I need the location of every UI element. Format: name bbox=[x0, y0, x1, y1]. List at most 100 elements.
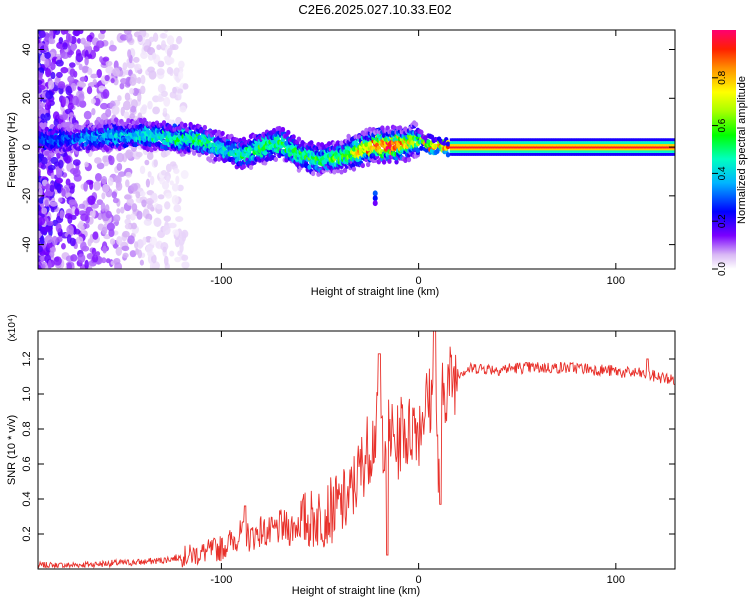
ridge-cell bbox=[360, 162, 366, 169]
ridge-cell bbox=[478, 150, 482, 153]
y-tick-label: 0.4 bbox=[21, 491, 33, 506]
ridge-cell bbox=[671, 138, 675, 142]
speckle-cell bbox=[135, 151, 143, 158]
speckle-cell bbox=[175, 36, 182, 45]
ridge-cell bbox=[600, 152, 604, 156]
ridge-cell bbox=[497, 147, 502, 151]
ridge-cell bbox=[540, 152, 544, 156]
ridge-cell bbox=[462, 141, 466, 145]
ridge-cell bbox=[515, 147, 519, 151]
ridge-cell bbox=[526, 152, 530, 156]
speckle-cell bbox=[125, 171, 132, 178]
speckle-cell bbox=[66, 225, 74, 235]
speckle-cell bbox=[166, 35, 175, 46]
ridge-cell bbox=[588, 152, 592, 156]
y-tick-label: 0.6 bbox=[21, 456, 33, 471]
speckle-cell bbox=[109, 238, 116, 245]
ridge-cell bbox=[558, 147, 562, 151]
ridge-cell bbox=[538, 147, 542, 151]
ridge-cell bbox=[659, 150, 663, 153]
speckle-cell bbox=[95, 251, 101, 257]
ridge-cell bbox=[559, 138, 564, 142]
speckle-cell bbox=[162, 107, 168, 114]
ridge-cell bbox=[597, 152, 601, 156]
ridge-cell bbox=[614, 138, 619, 142]
ridge-cell bbox=[462, 143, 466, 147]
ridge-cell bbox=[547, 138, 551, 142]
speckle-cell bbox=[166, 47, 173, 56]
speckle-cell bbox=[44, 199, 49, 207]
ridge-cell bbox=[481, 143, 486, 147]
ridge-cell bbox=[652, 145, 656, 149]
speckle-cell bbox=[115, 181, 123, 192]
ridge-cell bbox=[495, 150, 500, 153]
ridge-cell bbox=[595, 147, 599, 151]
ridge-cell bbox=[501, 147, 505, 151]
ridge-cell bbox=[579, 147, 583, 151]
ridge-cell bbox=[462, 150, 466, 153]
ridge-cell bbox=[570, 143, 574, 147]
ridge-cell bbox=[456, 147, 461, 151]
ridge-cell bbox=[637, 143, 642, 147]
speckle-cell bbox=[147, 251, 155, 257]
ridge-cell bbox=[463, 150, 468, 153]
ridge-cell bbox=[618, 141, 622, 145]
ridge-cell bbox=[513, 143, 517, 147]
ridge-cell bbox=[598, 141, 603, 145]
ridge-cell bbox=[556, 138, 560, 142]
speckle-cell bbox=[165, 192, 172, 199]
speckle-cell bbox=[181, 261, 190, 269]
speckle-cell bbox=[102, 155, 108, 163]
speckle-cell bbox=[178, 71, 184, 80]
ridge-cell bbox=[620, 143, 624, 147]
ridge-cell bbox=[639, 150, 643, 153]
ridge-cell bbox=[611, 143, 615, 147]
ridge-cell bbox=[650, 143, 654, 147]
ridge-cell bbox=[662, 138, 667, 142]
ridge-cell bbox=[372, 200, 378, 207]
snr-axes: -100 0 100 0.2 0.4 0.6 0.8 1.0 1.2 bbox=[21, 331, 675, 586]
ridge-cell bbox=[241, 163, 247, 169]
speckle-cell bbox=[174, 256, 182, 263]
ridge-cell bbox=[549, 150, 553, 153]
x-tick-label: 100 bbox=[607, 574, 625, 586]
ridge-cell bbox=[538, 138, 542, 142]
ridge-cell bbox=[463, 138, 468, 142]
x-tick-label: -100 bbox=[210, 574, 232, 586]
ridge-cell bbox=[280, 126, 286, 133]
ridge-cell bbox=[510, 152, 514, 156]
ridge-cell bbox=[660, 141, 665, 145]
ridge-cell bbox=[545, 150, 549, 153]
ridge-cell bbox=[494, 145, 498, 149]
speckle-cell bbox=[106, 222, 115, 232]
ridge-cell bbox=[474, 147, 478, 151]
ridge-cell bbox=[668, 150, 672, 153]
ridge-cell bbox=[639, 147, 643, 151]
ridge-cell bbox=[671, 150, 675, 153]
ridge-cell bbox=[664, 143, 668, 147]
ridge-cell bbox=[590, 150, 594, 153]
speckle-cell bbox=[116, 163, 123, 171]
ridge-cell bbox=[645, 152, 649, 156]
ridge-cell bbox=[469, 138, 473, 142]
ridge-cell bbox=[632, 141, 636, 145]
ridge-cell bbox=[639, 152, 643, 156]
speckle-cell bbox=[76, 38, 81, 44]
ridge-cell bbox=[465, 145, 470, 149]
speckle-cell bbox=[40, 207, 48, 215]
speckle-cell bbox=[124, 194, 132, 200]
ridge-cell bbox=[561, 150, 565, 153]
ridge-cell bbox=[662, 147, 667, 151]
ridge-cell bbox=[657, 141, 661, 145]
speckle-cell bbox=[41, 263, 46, 269]
speckle-cell bbox=[80, 241, 87, 251]
speckle-cell bbox=[38, 204, 41, 212]
ridge-cell bbox=[614, 150, 619, 153]
ridge-cell bbox=[641, 150, 645, 153]
ridge-cell bbox=[467, 145, 471, 149]
ridge-cell bbox=[536, 143, 541, 147]
ridge-cell bbox=[524, 150, 528, 153]
ridge-cell bbox=[552, 145, 557, 149]
speckle-cell bbox=[86, 34, 93, 43]
ridge-cell bbox=[556, 152, 560, 156]
